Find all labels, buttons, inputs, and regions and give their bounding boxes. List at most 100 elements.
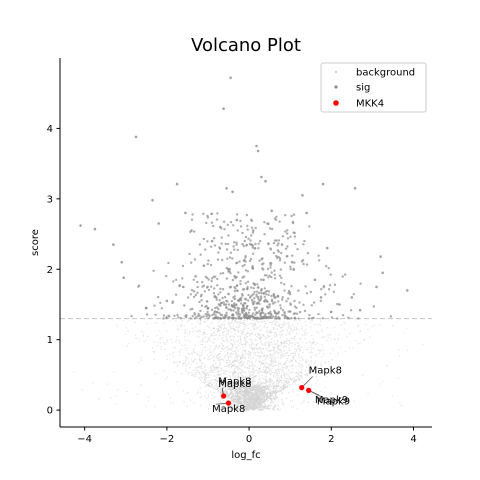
background-point	[197, 390, 199, 392]
sig-point	[210, 279, 213, 283]
background-point	[268, 404, 271, 407]
background-point	[264, 382, 267, 384]
background-point	[220, 408, 223, 411]
sig-point	[260, 292, 263, 295]
background-point	[249, 381, 251, 383]
background-point	[321, 344, 324, 346]
sig-point	[250, 234, 253, 237]
background-point	[255, 390, 258, 392]
sig-point	[284, 214, 287, 217]
background-point	[201, 339, 203, 341]
background-point	[265, 394, 268, 397]
background-point	[222, 399, 224, 401]
sig-point	[255, 306, 258, 309]
background-point	[292, 342, 294, 344]
background-point	[239, 392, 241, 394]
sig-point	[269, 312, 273, 316]
background-point	[267, 341, 270, 343]
background-point	[257, 342, 259, 345]
background-point	[321, 337, 323, 339]
background-point	[153, 341, 155, 343]
sig-point	[190, 218, 194, 221]
sig-point	[244, 302, 247, 305]
background-point	[260, 340, 263, 343]
background-point	[179, 351, 181, 353]
background-point	[196, 335, 199, 338]
background-point	[196, 375, 199, 378]
sig-point	[236, 289, 239, 293]
sig-point	[212, 317, 215, 320]
background-point	[285, 328, 288, 331]
sig-point	[287, 291, 290, 295]
background-point	[255, 396, 258, 398]
background-point	[207, 384, 210, 387]
background-point	[311, 335, 313, 337]
background-point	[289, 377, 291, 380]
background-point	[307, 364, 310, 367]
background-point	[260, 381, 263, 384]
background-point	[228, 387, 231, 389]
background-point	[254, 352, 257, 354]
background-point	[214, 353, 217, 355]
background-point	[305, 324, 307, 327]
background-point	[307, 360, 309, 362]
background-point	[185, 370, 187, 373]
background-point	[320, 350, 322, 352]
background-point	[291, 345, 293, 348]
background-point	[152, 358, 155, 361]
background-point	[267, 330, 270, 332]
background-point	[220, 392, 223, 394]
background-point	[180, 348, 182, 351]
background-point	[261, 336, 263, 339]
background-point	[278, 390, 280, 392]
legend-marker-mkk4	[333, 100, 339, 106]
background-point	[254, 390, 256, 393]
sig-point	[321, 317, 324, 320]
background-point	[314, 360, 316, 362]
sig-point	[254, 247, 257, 250]
sig-point	[189, 308, 192, 311]
background-point	[238, 368, 240, 370]
background-point	[288, 347, 290, 349]
sig-point	[230, 316, 234, 320]
background-point	[286, 378, 288, 380]
background-point	[313, 401, 315, 403]
background-point	[294, 354, 297, 357]
background-point	[231, 372, 234, 374]
background-point	[237, 384, 239, 386]
background-point	[271, 390, 273, 393]
sig-point	[250, 294, 254, 297]
background-point	[254, 339, 256, 341]
background-point	[233, 372, 235, 374]
background-point	[242, 350, 244, 352]
sig-point	[202, 264, 206, 268]
background-point	[281, 370, 283, 372]
sig-point	[263, 221, 266, 224]
background-point	[228, 380, 230, 382]
background-point	[280, 331, 282, 333]
background-point	[314, 354, 316, 357]
background-point	[257, 372, 259, 374]
sig-point	[258, 259, 261, 262]
sig-point	[375, 285, 378, 289]
background-point	[280, 368, 282, 371]
background-point	[222, 331, 224, 334]
background-point	[291, 383, 293, 385]
background-point	[289, 349, 291, 352]
background-point	[232, 364, 235, 367]
background-point	[291, 406, 293, 408]
x-tick-label: 0	[246, 434, 252, 445]
background-point	[299, 363, 301, 365]
background-point	[219, 361, 221, 363]
background-point	[207, 336, 209, 339]
background-point	[305, 342, 308, 344]
sig-point	[246, 285, 249, 289]
background-point	[221, 381, 224, 383]
background-point	[264, 363, 266, 366]
background-point	[213, 339, 215, 341]
background-point	[263, 343, 265, 345]
background-point	[306, 372, 308, 375]
background-point	[330, 338, 332, 340]
sig-point	[235, 213, 239, 216]
background-point	[237, 397, 239, 400]
